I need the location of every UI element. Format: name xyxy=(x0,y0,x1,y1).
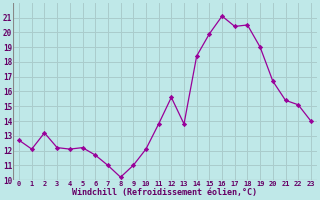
X-axis label: Windchill (Refroidissement éolien,°C): Windchill (Refroidissement éolien,°C) xyxy=(72,188,258,197)
